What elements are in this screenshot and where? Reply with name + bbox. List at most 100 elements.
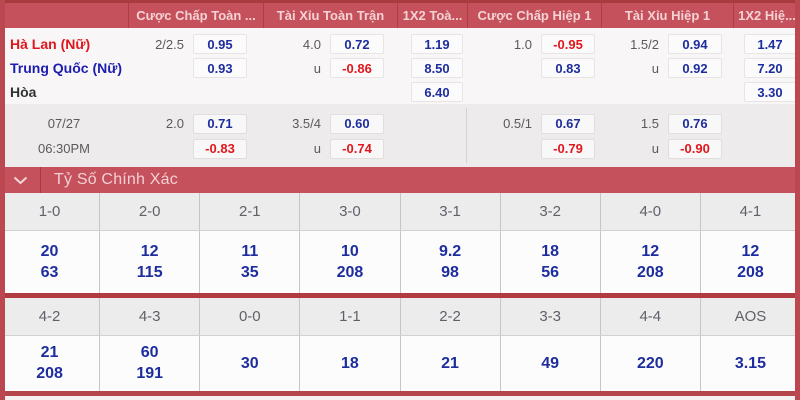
score-odds[interactable]: 21 bbox=[40, 344, 59, 361]
odds-cell: u -0.90 bbox=[601, 138, 733, 159]
score-label: 1-0 bbox=[0, 193, 101, 230]
odds-button[interactable]: -0.90 bbox=[668, 138, 722, 159]
odds-button[interactable]: 0.60 bbox=[330, 113, 384, 134]
score-odds-cell: 12 208 bbox=[701, 231, 800, 293]
score-odds[interactable]: 18 bbox=[541, 242, 560, 260]
overunder-line: 1.5/2 bbox=[630, 36, 659, 52]
odds-button[interactable]: 1.19 bbox=[411, 34, 463, 54]
score-odds-cell: 18 bbox=[300, 336, 401, 391]
odds-cell: 4.0 0.72 bbox=[263, 34, 397, 54]
under-marker: u bbox=[651, 60, 659, 76]
score-odds[interactable]: 12 bbox=[140, 242, 159, 260]
match-date: 07/27 bbox=[47, 116, 81, 131]
handicap-line: 1.0 bbox=[513, 36, 532, 52]
odds-button[interactable]: 8.50 bbox=[411, 58, 463, 78]
odds-button[interactable]: 0.93 bbox=[193, 58, 247, 78]
score-odds[interactable]: 208 bbox=[36, 365, 63, 382]
bottom-red-border bbox=[0, 391, 800, 396]
odds-button[interactable]: 7.20 bbox=[744, 58, 796, 78]
score-odds[interactable]: 220 bbox=[636, 354, 664, 372]
score-odds[interactable]: 208 bbox=[636, 263, 664, 281]
score-odds[interactable]: 191 bbox=[136, 365, 164, 382]
odds-button[interactable]: 3.30 bbox=[744, 82, 796, 102]
odds-button[interactable]: 1.47 bbox=[744, 34, 796, 54]
score-odds[interactable]: 10 bbox=[341, 242, 359, 260]
odds-button[interactable]: 0.67 bbox=[541, 113, 595, 134]
odds-button[interactable]: 0.71 bbox=[193, 113, 247, 134]
odds-button[interactable]: -0.86 bbox=[330, 58, 384, 78]
odds-button[interactable]: 0.76 bbox=[668, 113, 722, 134]
score-label: 3-1 bbox=[401, 193, 501, 230]
odds-cell: 3.30 bbox=[733, 82, 800, 102]
under-marker: u bbox=[651, 141, 659, 156]
score-odds[interactable]: 30 bbox=[240, 354, 259, 372]
market-header-row: Cược Chấp Toàn ... Tài Xỉu Toàn Trận 1X2… bbox=[0, 0, 800, 28]
score-odds[interactable]: 49 bbox=[541, 354, 560, 372]
odds-cell: 8.50 bbox=[397, 58, 467, 78]
odds-button[interactable]: -0.95 bbox=[541, 34, 595, 54]
correct-score-grid-1: 1-0 2-0 2-1 3-0 3-1 3-2 4-0 4-1 20 63 12… bbox=[0, 193, 800, 293]
odds-cell: 3.5/4 0.60 bbox=[263, 113, 397, 134]
score-odds[interactable]: 60 bbox=[140, 344, 159, 361]
score-odds-cell: 11 35 bbox=[200, 231, 301, 293]
score-odds[interactable]: 21 bbox=[441, 354, 459, 372]
score-odds-cell: 10 208 bbox=[300, 231, 401, 293]
odds-cell: -0.83 bbox=[128, 138, 263, 159]
odds-cell: 2.0 0.71 bbox=[128, 113, 263, 134]
header-half-handicap: Cược Chấp Hiệp 1 bbox=[467, 3, 601, 28]
score-odds[interactable]: 208 bbox=[336, 263, 364, 281]
section-divider bbox=[466, 108, 467, 163]
collapse-toggle[interactable] bbox=[0, 167, 41, 193]
odds-cell: 1.19 bbox=[397, 34, 467, 54]
score-odds[interactable]: 11 bbox=[241, 242, 259, 260]
odds-button[interactable]: 0.92 bbox=[668, 58, 722, 78]
odds-button[interactable]: 6.40 bbox=[411, 82, 463, 102]
match-time: 06:30PM bbox=[37, 141, 91, 156]
score-odds[interactable]: 56 bbox=[541, 263, 560, 281]
score-odds[interactable]: 12 bbox=[741, 242, 760, 260]
score-label: 4-0 bbox=[601, 193, 701, 230]
draw-row: Hòa 6.40 3.30 bbox=[0, 80, 800, 104]
odds-cell: 0.83 bbox=[467, 58, 601, 78]
score-values-row: 21 208 60 191 30 18 21 49 220 bbox=[0, 336, 800, 391]
score-odds[interactable]: 35 bbox=[240, 263, 259, 281]
odds-cell: 1.5 0.76 bbox=[601, 113, 733, 134]
score-label: 4-4 bbox=[601, 298, 701, 335]
odds-cell: u 0.92 bbox=[601, 58, 733, 78]
odds-button[interactable]: -0.74 bbox=[330, 138, 384, 159]
score-label: 4-1 bbox=[739, 203, 762, 220]
score-odds-cell: 30 bbox=[200, 336, 301, 391]
correct-score-section-header[interactable]: Tỷ Số Chính Xác bbox=[0, 167, 800, 193]
score-odds[interactable]: 98 bbox=[441, 263, 459, 281]
odds-cell: 7.20 bbox=[733, 58, 800, 78]
odds-button[interactable]: 0.83 bbox=[541, 58, 595, 78]
schedule-odds-section: 07/27 2.0 0.71 3.5/4 0.60 0.5/1 0.67 1.5… bbox=[0, 104, 800, 167]
away-team-row: Trung Quốc (Nữ) 0.93 u -0.86 8.50 0.83 u… bbox=[0, 56, 800, 80]
handicap-line: 2/2.5 bbox=[155, 36, 184, 52]
odds-button[interactable]: 0.94 bbox=[668, 34, 722, 54]
score-odds-cell: 60 191 bbox=[100, 336, 201, 391]
score-odds[interactable]: 12 bbox=[641, 242, 660, 260]
odds-cell: -0.79 bbox=[467, 138, 601, 159]
score-label: AOS bbox=[734, 308, 767, 325]
odds-button[interactable]: -0.83 bbox=[193, 138, 247, 159]
schedule-row-1: 07/27 2.0 0.71 3.5/4 0.60 0.5/1 0.67 1.5… bbox=[0, 111, 800, 136]
score-odds[interactable]: 3.15 bbox=[734, 354, 766, 372]
odds-button[interactable]: 0.72 bbox=[330, 34, 384, 54]
score-odds[interactable]: 9.2 bbox=[438, 242, 462, 260]
score-odds-cell: 3.15 bbox=[701, 336, 800, 391]
score-odds[interactable]: 115 bbox=[136, 263, 163, 281]
score-odds[interactable]: 208 bbox=[737, 263, 764, 281]
odds-cell: 0.93 bbox=[128, 58, 263, 78]
score-odds[interactable]: 20 bbox=[40, 242, 59, 260]
correct-score-title: Tỷ Số Chính Xác bbox=[54, 171, 178, 188]
handicap-line: 0.5/1 bbox=[503, 116, 532, 131]
score-odds-cell: 12 115 bbox=[100, 231, 201, 293]
score-odds[interactable]: 18 bbox=[341, 354, 359, 372]
odds-button[interactable]: 0.95 bbox=[193, 34, 247, 54]
score-label: 0-0 bbox=[200, 298, 301, 335]
odds-cell: 0.5/1 0.67 bbox=[467, 113, 601, 134]
score-header-row: 1-0 2-0 2-1 3-0 3-1 3-2 4-0 4-1 bbox=[0, 193, 800, 231]
odds-button[interactable]: -0.79 bbox=[541, 138, 595, 159]
score-odds[interactable]: 63 bbox=[40, 263, 59, 281]
